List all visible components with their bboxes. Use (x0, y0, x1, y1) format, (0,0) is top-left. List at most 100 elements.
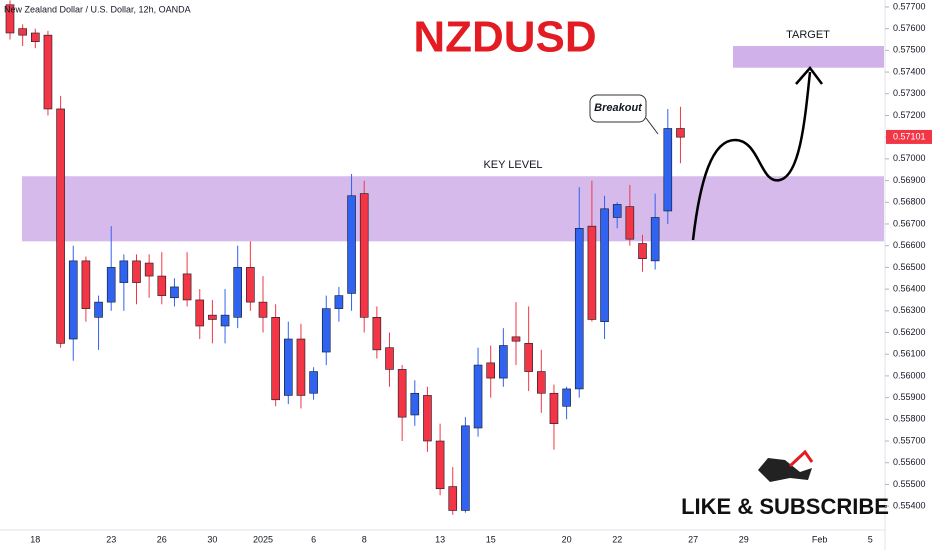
candle-body (144, 262, 154, 277)
candle-body (347, 195, 356, 294)
y-tick-label: 0.57300 (893, 88, 926, 98)
candle-body (258, 301, 268, 318)
candle-body (524, 343, 533, 372)
x-tick-label: 29 (739, 534, 749, 544)
x-tick-label: 18 (30, 534, 40, 544)
y-tick-label: 0.56700 (893, 218, 926, 228)
chart-title: NZDUSD (413, 13, 596, 62)
candle-body (359, 193, 369, 318)
candle-body (676, 128, 685, 138)
x-tick-label: 26 (157, 534, 167, 544)
candle-body (499, 345, 508, 379)
zone (733, 46, 884, 68)
candle-body (650, 217, 660, 262)
candle-body (461, 425, 470, 511)
last-price-tag (886, 129, 932, 144)
candles (5, 0, 685, 515)
x-tick-label: 13 (435, 534, 445, 544)
x-tick-label: 27 (688, 534, 698, 544)
candle-body (283, 338, 293, 396)
candle-body (625, 206, 635, 240)
x-tick-label: 30 (207, 534, 217, 544)
candle-body (372, 317, 382, 351)
y-tick-label: 0.57400 (893, 66, 926, 76)
candle-body (18, 28, 27, 36)
candle-body (663, 128, 673, 212)
x-tick-label: 6 (311, 534, 316, 544)
candle-body (574, 228, 584, 390)
symbol-header: New Zealand Dollar / U.S. Dollar, 12h, O… (4, 4, 191, 14)
y-tick-label: 0.56300 (893, 305, 926, 315)
candle-body (208, 314, 217, 320)
y-tick-label: 0.57000 (893, 153, 926, 163)
y-tick-label: 0.56900 (893, 175, 926, 185)
candle-body (397, 369, 407, 418)
candle-body (562, 388, 571, 407)
bull-bear-logo (758, 458, 812, 482)
promo-text: LIKE & SUBSCRIBE (681, 494, 889, 519)
candle-body (309, 371, 318, 394)
candle-body (119, 260, 129, 283)
candle-body (195, 299, 205, 327)
candle-body (68, 260, 78, 340)
y-tick-label: 0.55400 (893, 501, 926, 511)
candle-body (94, 301, 103, 318)
candle-body (423, 395, 432, 442)
candle-body (132, 260, 141, 283)
y-tick-label: 0.56600 (893, 240, 926, 250)
y-tick-label: 0.55600 (893, 457, 926, 467)
candle-body (182, 273, 192, 301)
candle-body (473, 364, 483, 429)
candle-body (587, 225, 597, 320)
candle-body (296, 338, 306, 396)
y-tick-label: 0.55800 (893, 414, 926, 424)
candle-body (321, 308, 331, 353)
candle-body (435, 440, 445, 490)
y-tick-label: 0.57700 (893, 1, 926, 11)
y-tick-label: 0.55500 (893, 479, 926, 489)
candle-body (43, 34, 53, 110)
y-tick-label: 0.56100 (893, 349, 926, 359)
candle-body (410, 392, 420, 416)
candle-body (549, 392, 559, 424)
candle-body (638, 243, 647, 260)
y-tick-label: 0.56400 (893, 283, 926, 293)
x-tick-label: 22 (612, 534, 622, 544)
projection-path (691, 71, 812, 241)
candle-body (81, 260, 91, 309)
x-tick-label: 8 (362, 534, 367, 544)
callout-box (589, 94, 647, 123)
y-tick-label: 0.57500 (893, 45, 926, 55)
candle-body (233, 267, 242, 318)
candle-body (271, 317, 280, 401)
candle-body (486, 362, 496, 379)
zone-label: TARGET (786, 29, 830, 41)
zones: KEY LEVEL TARGET (22, 29, 884, 242)
zone-label: KEY LEVEL (483, 159, 542, 171)
candle-body (448, 486, 458, 511)
candle-body (170, 286, 179, 299)
zone (22, 176, 884, 242)
x-tick-label: 2025 (253, 534, 273, 544)
x-tick-label: Feb (812, 534, 828, 544)
y-tick-label: 0.57200 (893, 110, 926, 120)
candle-body (511, 336, 521, 342)
callout-pointer (645, 117, 659, 135)
candle-body (246, 267, 255, 303)
candle-body (600, 208, 609, 322)
candle-body (157, 275, 167, 296)
y-tick-label: 0.57600 (893, 23, 926, 33)
candle-body (612, 204, 622, 218)
y-tick-label: 0.55700 (893, 435, 926, 445)
candle-body (5, 4, 15, 34)
candle-body (385, 347, 394, 370)
candle-body (106, 267, 116, 303)
x-tick-label: 23 (106, 534, 116, 544)
x-tick-label: 15 (486, 534, 496, 544)
logo-arrow (788, 449, 814, 468)
y-tick-label: 0.56500 (893, 262, 926, 272)
y-tick-label: 0.56000 (893, 370, 926, 380)
candle-body (536, 371, 546, 394)
x-tick-label: 5 (868, 534, 873, 544)
